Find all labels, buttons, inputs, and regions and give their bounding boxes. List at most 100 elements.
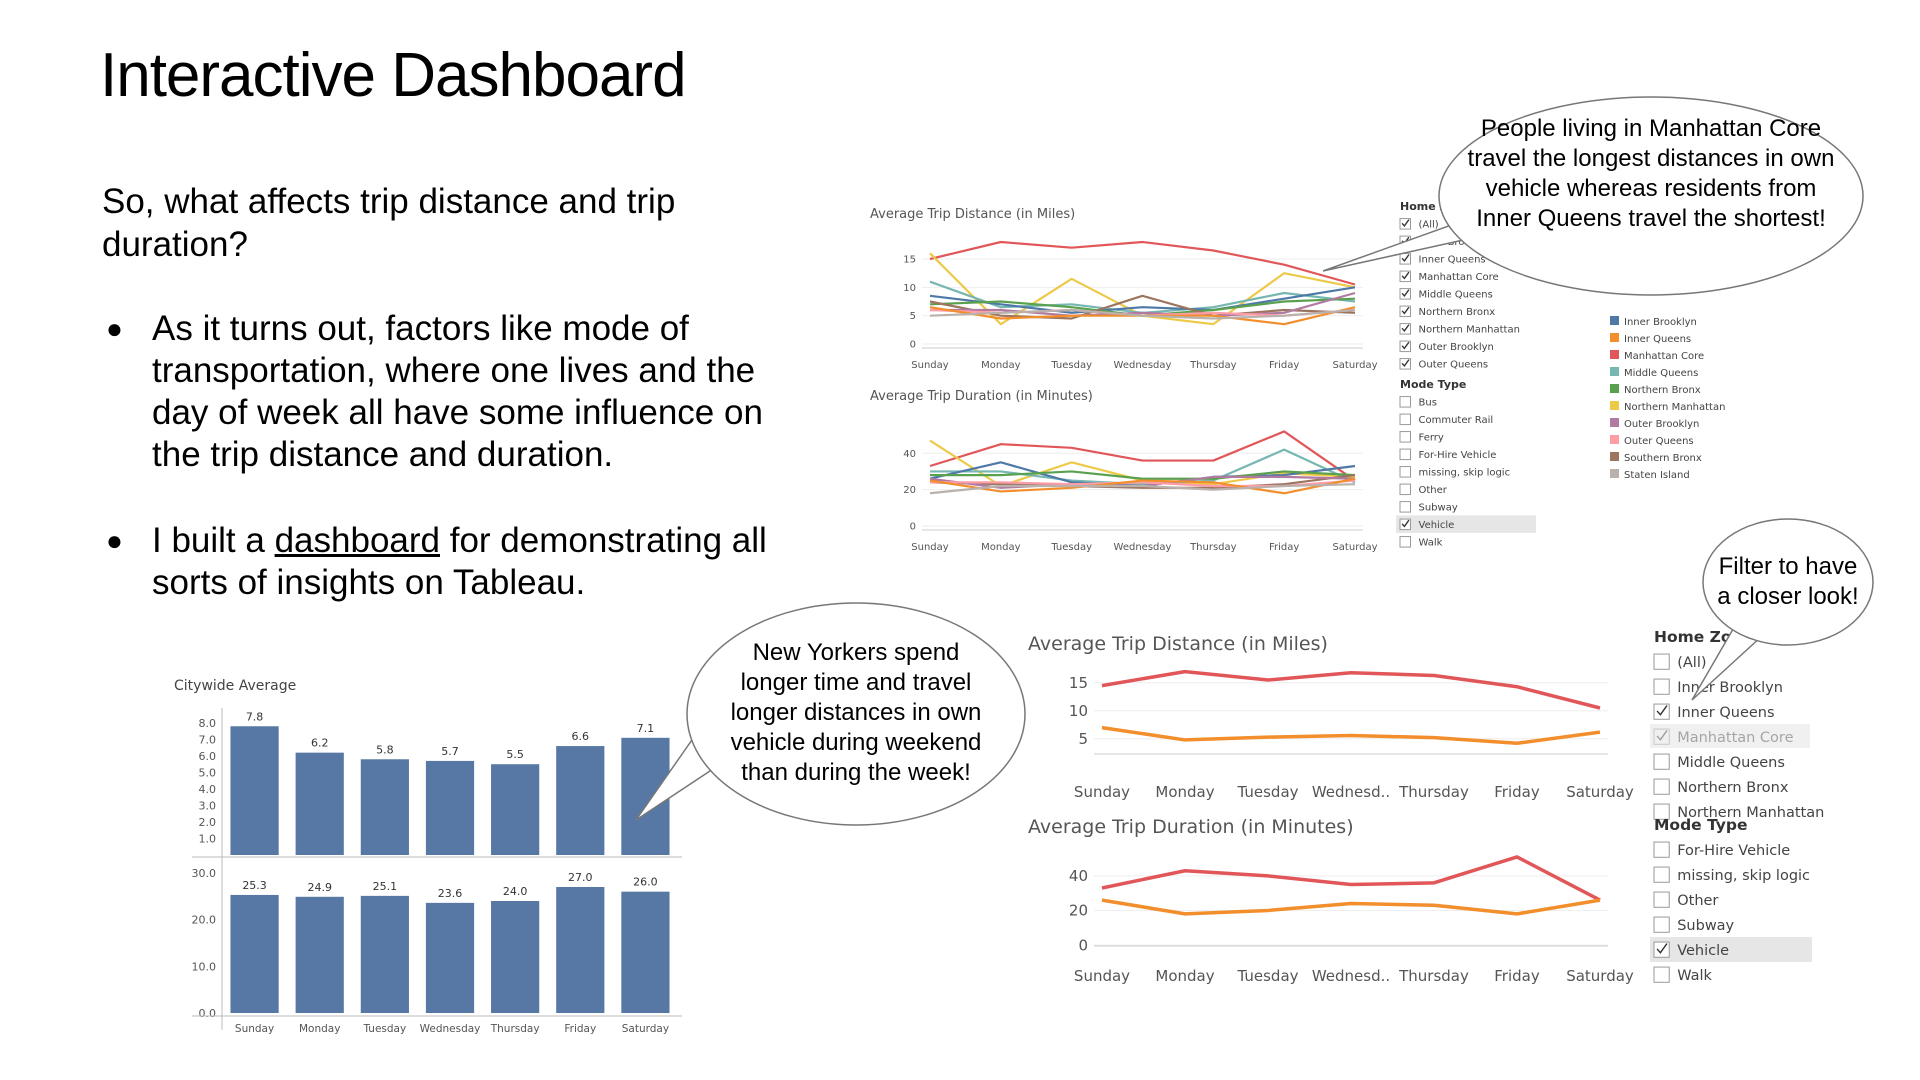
- checkmark-icon: [1656, 705, 1668, 716]
- legend-label: Staten Island: [1624, 470, 1690, 481]
- x-tick-label: Saturday: [1566, 967, 1634, 985]
- y-tick-label: 40: [903, 449, 916, 460]
- bar-duration-tuesday: [360, 895, 409, 1013]
- series-line-staten-island: [929, 483, 1356, 495]
- x-tick-label: Tuesday: [1236, 783, 1298, 801]
- y-tick-label: 5: [1078, 730, 1088, 748]
- bar-value-label: 26.0: [633, 876, 658, 889]
- bar-value-label: 24.9: [307, 881, 332, 894]
- filter-option-label: Outer Queens: [1419, 360, 1489, 371]
- legend-label: Outer Queens: [1624, 436, 1694, 447]
- y-tick-label: 30.0: [192, 867, 217, 880]
- filter-option-label: Subway: [1419, 503, 1458, 514]
- dashboard-link[interactable]: dashboard: [274, 521, 440, 560]
- x-tick-label: Friday: [1269, 360, 1299, 371]
- filter-option-label: Outer Brooklyn: [1419, 342, 1494, 353]
- series-line-inner-queens: [1101, 898, 1601, 916]
- checkbox: [1653, 916, 1670, 933]
- selected-row-highlight: [1650, 937, 1812, 962]
- x-tick-label: Sunday: [911, 542, 948, 553]
- chart-title: Citywide Average: [174, 678, 296, 694]
- callout-bubble-shape: [635, 602, 1026, 826]
- citywide-chart-svg: Citywide Average 8.0 7.0 6.0 5.0 4.0 3.0 2.0 1.0…: [174, 678, 682, 1035]
- chart-title: Average Trip Distance (in Miles): [870, 207, 1075, 222]
- legend-swatch-southern-bronx: [1610, 452, 1619, 461]
- checkbox: [1399, 413, 1411, 426]
- legend-swatch-inner-queens: [1610, 333, 1619, 342]
- y-tick-label: 8.0: [199, 717, 217, 730]
- checkbox: [1399, 396, 1411, 408]
- legend-label: Middle Queens: [1624, 368, 1698, 379]
- series-line-manhattan-core: [1101, 669, 1601, 710]
- question-text: So, what affects trip distance and trip …: [102, 182, 676, 264]
- filter-option-label: Subway: [1677, 918, 1734, 934]
- x-tick-label: Tuesday: [1236, 967, 1298, 985]
- filter-option-label: Commuter Rail: [1419, 415, 1494, 426]
- x-tick-label: Monday: [299, 1023, 340, 1035]
- checkmark-icon: [1401, 519, 1410, 528]
- callout-weekend: New Yorkers spend longer time and travel…: [635, 602, 1026, 826]
- checkbox: [1399, 536, 1411, 548]
- bar-distance-sunday: [230, 726, 279, 855]
- x-tick-label: Monday: [1155, 783, 1214, 801]
- checkbox: [1653, 678, 1670, 695]
- filter-title: Mode Type: [1400, 378, 1466, 391]
- callout-text: Filter to have a closer look!: [1717, 553, 1859, 610]
- bar-value-label: 27.0: [568, 871, 593, 884]
- checkbox: [1399, 501, 1411, 513]
- series-line-outer-brooklyn: [930, 291, 1356, 317]
- legend-swatch-staten-island: [1610, 469, 1619, 478]
- filter-option-label: (All): [1677, 655, 1706, 671]
- y-tick-label: 0: [910, 522, 916, 533]
- x-tick-label: Monday: [1155, 967, 1214, 985]
- x-tick-label: Wednesday: [1114, 542, 1172, 553]
- bar-distance-tuesday: [360, 759, 409, 855]
- callout-manhattan: People living in Manhattan Core travel t…: [1322, 96, 1864, 296]
- filter-option-label: Other: [1677, 893, 1718, 909]
- y-tick-label: 1.0: [199, 832, 217, 845]
- series-line-middle-queens: [930, 448, 1356, 486]
- bar-duration-monday: [295, 896, 344, 1013]
- chart-title: Average Trip Distance (in Miles): [1028, 633, 1328, 655]
- x-tick-label: Wednesd..: [1312, 967, 1390, 985]
- checkmark-icon: [1401, 359, 1410, 368]
- filter-option-label: Walk: [1677, 968, 1712, 984]
- legend-label: Manhattan Core: [1624, 351, 1704, 362]
- series-line-manhattan-core: [1101, 855, 1601, 902]
- filter-option-label: Bus: [1419, 398, 1437, 409]
- filter-option-label: Vehicle: [1677, 943, 1729, 959]
- x-tick-label: Wednesday: [420, 1023, 481, 1035]
- series-line-inner-queens: [929, 477, 1356, 495]
- y-tick-label: 40: [1069, 867, 1088, 885]
- series-line-manhattan-core: [929, 430, 1356, 482]
- bar-value-label: 7.8: [246, 710, 263, 723]
- checkmark-icon: [1401, 324, 1410, 333]
- checkbox: [1653, 891, 1670, 908]
- checkbox: [1399, 431, 1411, 443]
- x-tick-label: Tuesday: [362, 1023, 406, 1035]
- legend-swatch-manhattan-core: [1610, 350, 1619, 359]
- bar-value-label: 7.1: [637, 722, 655, 735]
- x-tick-label: Friday: [1494, 967, 1540, 985]
- checkbox: [1653, 866, 1670, 883]
- slide-title: Interactive Dashboard: [100, 41, 687, 110]
- checkbox: [1653, 653, 1670, 670]
- legend-swatch-outer-brooklyn: [1610, 418, 1619, 427]
- x-tick-label: Thursday: [490, 1023, 540, 1035]
- legend-swatch-northern-bronx: [1610, 384, 1619, 393]
- bar-distance-friday: [556, 746, 605, 855]
- filter-option-label: Inner Queens: [1677, 705, 1774, 721]
- small-dashboard-svg: Average Trip Distance (in Miles) 15 10 5 0 Su…: [870, 200, 1725, 553]
- checkmark-icon: [1401, 289, 1410, 298]
- x-tick-label: Tuesday: [1050, 542, 1092, 553]
- filter-option-label: For-Hire Vehicle: [1419, 450, 1497, 461]
- filter-option-label: Northern Manhattan: [1677, 805, 1824, 821]
- legend-label: Inner Brooklyn: [1624, 317, 1697, 328]
- bar-value-label: 23.6: [438, 887, 463, 900]
- selected-row-highlight: [1396, 515, 1536, 533]
- y-tick-label: 2.0: [199, 816, 217, 829]
- series-line-southern-bronx: [929, 294, 1356, 320]
- checkmark-icon: [1401, 219, 1410, 228]
- checkmark-icon: [1656, 943, 1668, 954]
- filter-option-label: Ferry: [1419, 433, 1444, 444]
